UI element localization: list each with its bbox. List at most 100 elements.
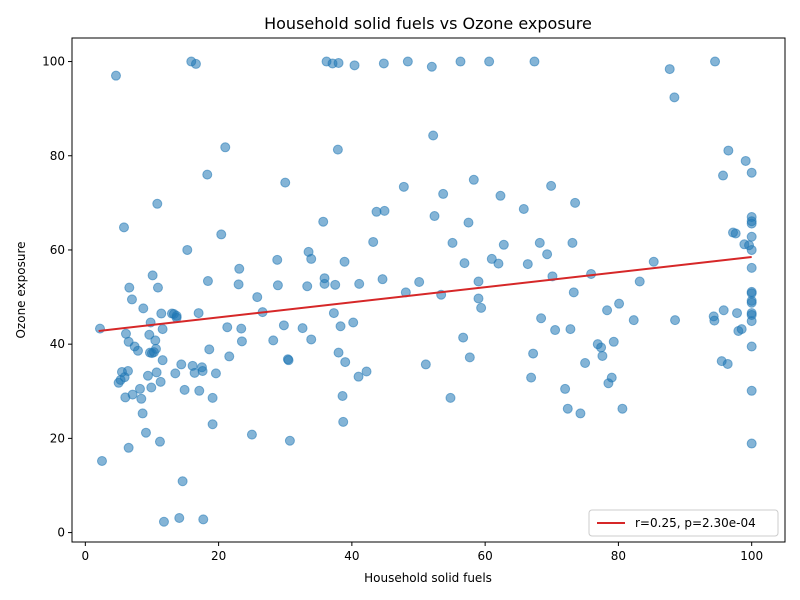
fit-layer <box>98 256 752 332</box>
data-point <box>328 308 339 319</box>
data-point <box>522 259 533 270</box>
data-point <box>542 249 553 260</box>
data-point <box>233 279 244 290</box>
data-point <box>137 408 148 419</box>
data-point <box>722 358 733 369</box>
data-point <box>428 130 439 141</box>
data-point <box>171 310 182 321</box>
data-point <box>746 244 757 255</box>
data-point <box>736 324 747 335</box>
data-point <box>306 334 317 345</box>
points-layer <box>94 56 757 527</box>
data-point <box>732 308 743 319</box>
data-point <box>473 276 484 287</box>
data-point <box>152 198 163 209</box>
legend-label: r=0.25, p=2.30e-04 <box>635 516 756 530</box>
data-point <box>368 236 379 247</box>
data-point <box>628 315 639 326</box>
data-point <box>155 376 166 387</box>
data-point <box>596 342 607 353</box>
data-point <box>268 335 279 346</box>
data-point <box>147 270 158 281</box>
y-tick-label: 20 <box>50 431 65 445</box>
data-point <box>118 222 129 233</box>
data-point <box>330 279 341 290</box>
data-point <box>746 262 757 273</box>
data-point <box>177 476 188 487</box>
data-point <box>730 228 741 239</box>
data-point <box>529 56 540 67</box>
data-point <box>198 514 209 525</box>
data-point <box>278 320 289 331</box>
data-point <box>333 57 344 68</box>
data-point <box>236 336 247 347</box>
data-point <box>445 392 456 403</box>
data-point <box>220 142 231 153</box>
data-point <box>156 308 167 319</box>
data-point <box>379 205 390 216</box>
data-point <box>746 316 757 327</box>
legend-box <box>588 509 779 537</box>
data-point <box>459 258 470 269</box>
data-point <box>179 384 190 395</box>
data-point <box>377 274 388 285</box>
data-point <box>110 70 121 81</box>
data-point <box>176 359 187 370</box>
legend: r=0.25, p=2.30e-04 <box>588 509 779 537</box>
data-point <box>340 357 351 368</box>
data-point <box>562 403 573 414</box>
data-point <box>718 305 729 316</box>
data-point <box>740 155 751 166</box>
data-point <box>283 355 294 366</box>
data-point <box>463 217 474 228</box>
data-point <box>473 293 484 304</box>
data-point <box>154 436 165 447</box>
data-point <box>378 58 389 69</box>
data-point <box>140 427 151 438</box>
data-point <box>634 276 645 287</box>
data-point <box>597 350 608 361</box>
data-point <box>246 429 257 440</box>
data-point <box>602 305 613 316</box>
data-point <box>124 282 135 293</box>
data-point <box>158 516 169 527</box>
data-point <box>197 366 208 377</box>
data-point <box>606 372 617 383</box>
data-point <box>234 263 245 274</box>
data-point <box>493 258 504 269</box>
data-point <box>194 385 205 396</box>
data-point <box>468 174 479 185</box>
data-point <box>614 298 625 309</box>
data-point <box>348 317 359 328</box>
data-point <box>146 382 157 393</box>
data-point <box>202 169 213 180</box>
y-tick-label: 40 <box>50 337 65 351</box>
data-point <box>318 216 329 227</box>
data-point <box>224 351 235 362</box>
data-point <box>528 348 539 359</box>
data-point <box>560 383 571 394</box>
data-point <box>361 366 372 377</box>
data-point <box>550 325 561 336</box>
data-point <box>127 389 138 400</box>
x-tick-label: 60 <box>477 549 492 563</box>
data-point <box>438 188 449 199</box>
data-point <box>157 324 168 335</box>
data-point <box>349 60 360 71</box>
y-tick-label: 80 <box>50 149 65 163</box>
data-point <box>575 408 586 419</box>
chart-title: Household solid fuels vs Ozone exposure <box>264 14 592 33</box>
data-point <box>151 367 162 378</box>
y-ticks: 0 20 40 60 80 100 <box>42 55 72 540</box>
data-point <box>157 355 168 366</box>
data-point <box>464 352 475 363</box>
data-point <box>123 442 134 453</box>
data-point <box>136 393 147 404</box>
y-tick-label: 60 <box>50 243 65 257</box>
data-point <box>319 278 330 289</box>
data-point <box>122 366 133 377</box>
data-point <box>476 302 487 313</box>
data-point <box>709 315 720 326</box>
regression-line <box>98 256 752 332</box>
